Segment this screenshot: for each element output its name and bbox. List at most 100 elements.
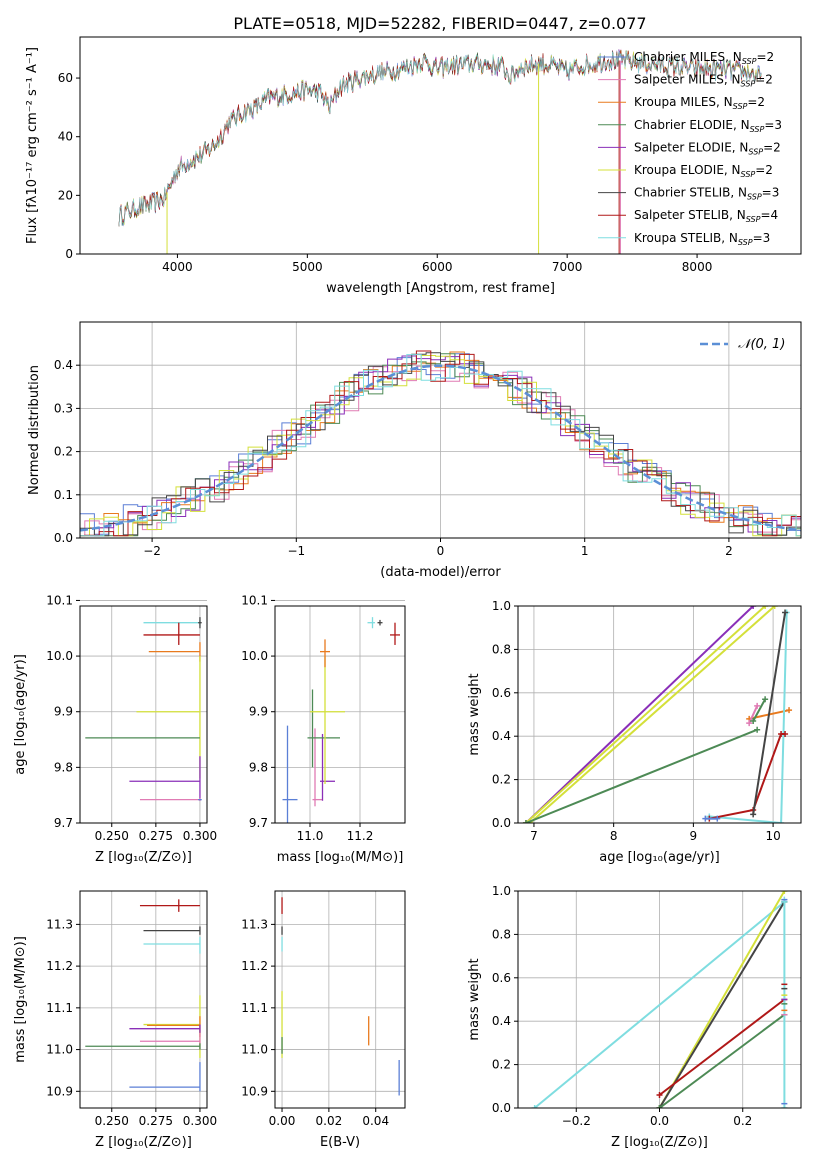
weight-line [525, 606, 766, 823]
x-tick-label: 0.300 [183, 1114, 217, 1128]
y-tick-label: 0.2 [492, 773, 511, 787]
errorbar-point [307, 689, 340, 768]
x-tick-label: 10 [765, 829, 780, 843]
axes-frame [79, 321, 802, 539]
errorbar-point [139, 1032, 201, 1050]
y-tick-label: 0.0 [492, 816, 511, 830]
weight-marker [714, 815, 721, 822]
mass-vs-extinction-panel: 0.00 0.02 0.04 10.9 11.0 11.1 11.2 11.3 E(B-V) [241, 890, 406, 1150]
y-tick-label: 0 [65, 247, 73, 261]
y-tick-label: 0.1 [54, 488, 73, 502]
y-tick-label: 20 [58, 188, 73, 202]
x-axis-label: wavelength [Angstrom, rest frame] [326, 281, 555, 296]
spectrum-panel: 4000 5000 6000 7000 8000 0 20 40 60 wavelength [A… [25, 36, 802, 296]
errorbar-point [310, 656, 345, 785]
y-tick-label: 10.9 [46, 1084, 73, 1098]
x-tick-label: 0.0 [650, 1114, 669, 1128]
weight-marker [522, 820, 529, 823]
errorbar-point [320, 639, 330, 668]
errorbar-point [148, 642, 201, 662]
x-tick-label: 2 [725, 544, 733, 558]
y-tick-label: 10.0 [46, 649, 73, 663]
axes-frame [79, 605, 208, 824]
x-axis-label: Z [log₁₀(Z/Z⊙)] [95, 1135, 192, 1150]
age-vs-metallicity-panel: 0.250 0.275 0.300 9.7 9.8 9.9 10.0 10.1 Z [log₁₀… [13, 593, 217, 865]
errorbars [85, 617, 202, 801]
x-axis-label: E(B-V) [320, 1135, 360, 1150]
x-tick-label: −1 [287, 544, 305, 558]
x-tick-label: 0 [437, 544, 445, 558]
errorbar-point [143, 995, 201, 1058]
x-tick-label: 4000 [162, 260, 193, 274]
weight-line [658, 998, 786, 1096]
errorbar-point [312, 728, 323, 807]
y-tick-label: 0.4 [492, 729, 511, 743]
x-tick-label: 8000 [682, 260, 713, 274]
y-tick-label: 10.0 [241, 649, 268, 663]
weight-lines [531, 891, 788, 1108]
axes-frame [517, 605, 802, 824]
weight-marker [656, 1105, 663, 1108]
figure-title: PLATE=0518, MJD=52282, FIBERID=0447, z=0… [233, 14, 646, 33]
histogram-step [80, 352, 801, 537]
weight-marker [746, 720, 753, 727]
axes-frame [517, 890, 802, 1109]
y-tick-label: 1.0 [492, 884, 511, 898]
errorbars [85, 899, 201, 1092]
y-tick-label: 11.0 [46, 1043, 73, 1057]
errorbar-point [136, 656, 201, 779]
y-tick-label: 11.1 [46, 1001, 73, 1015]
y-tick-label: 0.4 [492, 1014, 511, 1028]
y-tick-label: 10.9 [241, 1084, 268, 1098]
weight-marker [778, 820, 785, 823]
x-tick-label: 0.00 [269, 1114, 296, 1128]
legend-entry: Salpeter ELODIE, NSSP=2 [634, 140, 781, 156]
x-axis-label: (data-model)/error [380, 565, 501, 580]
errorbar-point [282, 725, 298, 823]
y-tick-label: 11.2 [241, 959, 268, 973]
errorbar-point [85, 1043, 201, 1050]
normal-curve [80, 364, 801, 532]
errorbar-point [129, 1024, 201, 1033]
errorbar-point [139, 899, 200, 912]
weight-marker [750, 811, 757, 818]
errorbars [282, 617, 400, 823]
y-tick-label: 0.6 [492, 971, 511, 985]
x-axis-label: Z [log₁₀(Z/Z⊙)] [95, 850, 192, 865]
weight-line [752, 612, 787, 815]
x-axis-label: age [log₁₀(age/yr)] [599, 850, 720, 865]
y-tick-label: 11.2 [46, 959, 73, 973]
spectrum-line [118, 50, 762, 227]
weight-marker [781, 891, 788, 894]
x-tick-label: 0.250 [95, 829, 129, 843]
y-tick-label: 0.6 [492, 686, 511, 700]
y-tick-label: 11.3 [241, 917, 268, 931]
y-tick-label: 11.3 [46, 917, 73, 931]
weight-marker [754, 702, 761, 709]
weight-marker [782, 609, 789, 616]
y-axis-label: mass [log₁₀(M/M⊙)] [13, 936, 28, 1063]
axes-frame [274, 605, 406, 824]
y-tick-label: 9.8 [54, 760, 73, 774]
errorbar-point [129, 1062, 201, 1092]
y-tick-label: 0.8 [492, 927, 511, 941]
x-tick-label: 11.0 [297, 829, 324, 843]
histogram-step [80, 355, 801, 537]
y-axis-label: mass weight [467, 958, 482, 1040]
weight-line [658, 1013, 785, 1108]
mass-weight-vs-age-panel: 7 8 9 10 0.0 0.2 0.4 0.6 0.8 1.0 age [log₁₀(age/yr… [467, 599, 802, 865]
errorbar-point [143, 622, 200, 645]
weight-line [752, 698, 766, 722]
errorbars [281, 897, 400, 1096]
axes-frame [274, 890, 406, 1109]
x-tick-label: 0.02 [316, 1114, 343, 1128]
errorbar-point [377, 619, 383, 626]
errorbar-point [367, 617, 375, 629]
x-tick-label: 5000 [292, 260, 323, 274]
x-tick-label: 1 [581, 544, 589, 558]
x-tick-label: 8 [610, 829, 618, 843]
y-tick-label: 11.1 [241, 1001, 268, 1015]
weight-marker [531, 1105, 538, 1108]
errorbar-point [139, 797, 201, 801]
spectrum-lines [118, 48, 762, 254]
